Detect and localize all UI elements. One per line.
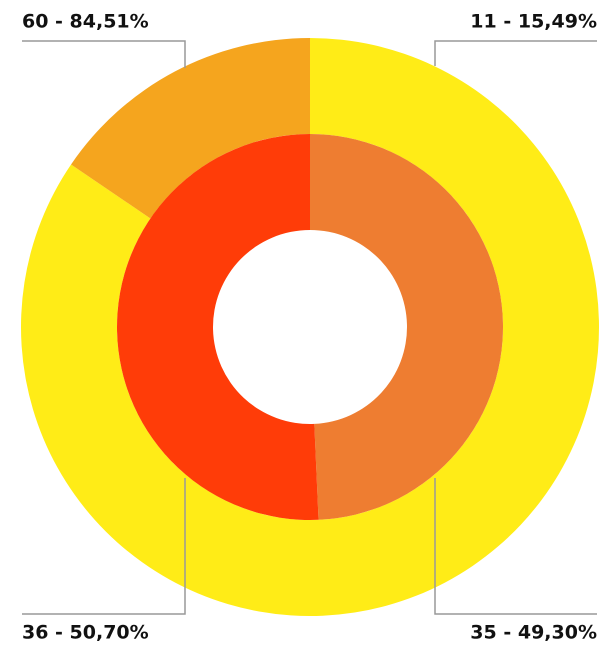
data-label: 36 - 50,70% <box>22 622 149 644</box>
data-label: 11 - 15,49% <box>470 11 597 33</box>
data-label: 35 - 49,30% <box>470 622 597 644</box>
donut-segment <box>71 37 310 219</box>
data-label: 60 - 84,51% <box>22 11 149 33</box>
leader-line <box>434 40 597 66</box>
leader-line <box>434 478 597 615</box>
donut-segment <box>117 134 319 520</box>
donut-segment <box>21 38 599 616</box>
leader-line <box>22 478 186 615</box>
leader-line <box>22 40 186 68</box>
donut-segment <box>310 134 504 520</box>
